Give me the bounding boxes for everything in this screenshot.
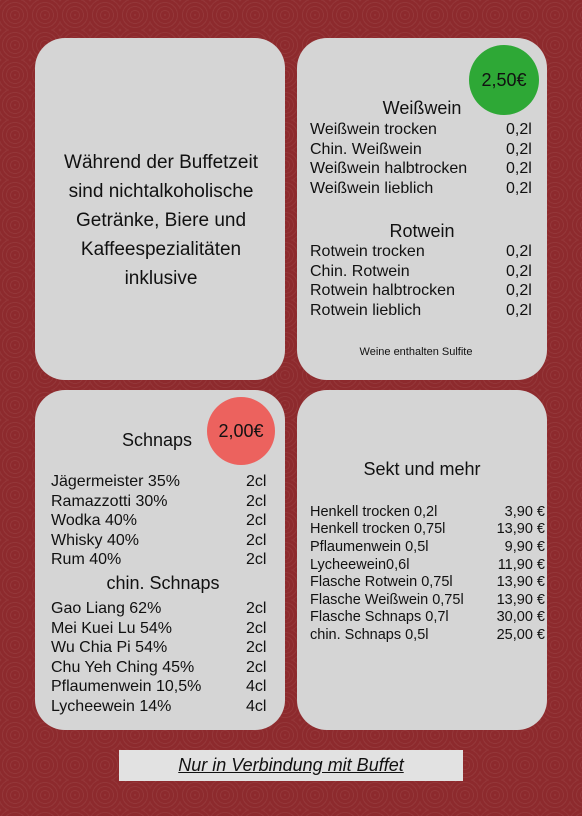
item-price: 25,00 € <box>496 626 545 643</box>
item-name: Chin. Rotwein <box>310 262 410 280</box>
item-size: 0,2l <box>506 160 532 178</box>
section-title: Schnaps <box>122 430 193 450</box>
section-title: Sekt und mehr <box>363 459 481 479</box>
item-price: 13,90 € <box>496 574 545 591</box>
item-size: 2cl <box>246 492 267 510</box>
item-name: Weißwein halbtrocken <box>310 160 468 178</box>
item-name: Pflaumenwein 10,5% <box>51 678 202 696</box>
item-name: Henkell trocken 0,2l <box>310 503 438 520</box>
item-price: 3,90 € <box>504 503 545 520</box>
item-name: Rotwein halbtrocken <box>310 282 455 300</box>
intro-line: sind nichtalkoholische <box>68 180 254 202</box>
item-size: 0,2l <box>506 243 532 260</box>
item-name: Henkell trocken 0,75l <box>310 521 446 538</box>
item-size: 0,2l <box>506 282 532 300</box>
item-size: 2cl <box>246 531 267 549</box>
item-name: Wu Chia Pi 54% <box>51 639 168 657</box>
item-name: Lycheewein 14% <box>51 698 172 715</box>
item-name: Weißwein lieblich <box>310 179 434 197</box>
item-name: Jägermeister 35% <box>51 473 180 490</box>
section-title: Weißwein <box>382 98 462 118</box>
item-name: Mei Kuei Lu 54% <box>51 619 172 637</box>
item-size: 2cl <box>246 619 267 637</box>
item-size: 2cl <box>246 600 267 617</box>
item-name: Flasche Rotwein 0,75l <box>310 574 453 591</box>
item-price: 13,90 € <box>496 521 545 538</box>
item-name: Weißwein trocken <box>310 121 437 138</box>
intro-line: Während der Buffetzeit <box>64 151 258 173</box>
item-price: 30,00 € <box>496 609 545 626</box>
item-name: Whisky 40% <box>51 531 140 549</box>
item-size: 0,2l <box>506 262 532 280</box>
item-size: 4cl <box>246 698 267 715</box>
item-size: 4cl <box>246 678 267 696</box>
item-name: Rotwein trocken <box>310 243 425 260</box>
intro-card <box>35 38 285 380</box>
item-size: 0,2l <box>506 301 532 319</box>
schnaps-price-badge: 2,00€ <box>207 397 275 465</box>
footer-note: Nur in Verbindung mit Buffet <box>119 750 463 781</box>
intro-line: Getränke, Biere und <box>75 209 247 231</box>
section-subtitle: chin. Schnaps <box>106 573 220 593</box>
item-size: 0,2l <box>506 179 532 197</box>
intro-line: inklusive <box>124 267 198 289</box>
item-name: Flasche Weißwein 0,75l <box>310 591 464 608</box>
item-price: 11,90 € <box>497 556 545 573</box>
item-size: 0,2l <box>506 121 532 138</box>
section-title: Rotwein <box>389 221 455 241</box>
item-name: Ramazzotti 30% <box>51 492 168 510</box>
item-size: 2cl <box>246 512 267 530</box>
item-price: 9,90 € <box>504 538 545 555</box>
item-size: 2cl <box>246 551 267 569</box>
item-name: Flasche Schnaps 0,7l <box>310 609 449 626</box>
item-name: Gao Liang 62% <box>51 600 162 617</box>
item-name: Pflaumenwein 0,5l <box>310 538 429 555</box>
item-name: Chu Yeh Ching 45% <box>51 658 195 676</box>
item-name: Chin. Weißwein <box>310 140 422 158</box>
item-name: Rum 40% <box>51 551 122 569</box>
intro-line: Kaffeespezialitäten <box>80 238 242 260</box>
wine-price-badge: 2,50€ <box>469 45 539 115</box>
item-size: 2cl <box>246 658 267 676</box>
item-name: Rotwein lieblich <box>310 301 422 319</box>
item-size: 2cl <box>246 639 267 657</box>
item-size: 0,2l <box>506 140 532 158</box>
item-name: Wodka 40% <box>51 512 137 530</box>
sekt-card <box>297 390 547 730</box>
item-name: chin. Schnaps 0,5l <box>310 626 429 643</box>
item-name: Lycheewein0,6l <box>310 556 410 573</box>
item-price: 13,90 € <box>496 591 545 608</box>
item-size: 2cl <box>246 473 267 490</box>
wine-note: Weine enthalten Sulfite <box>359 345 473 358</box>
